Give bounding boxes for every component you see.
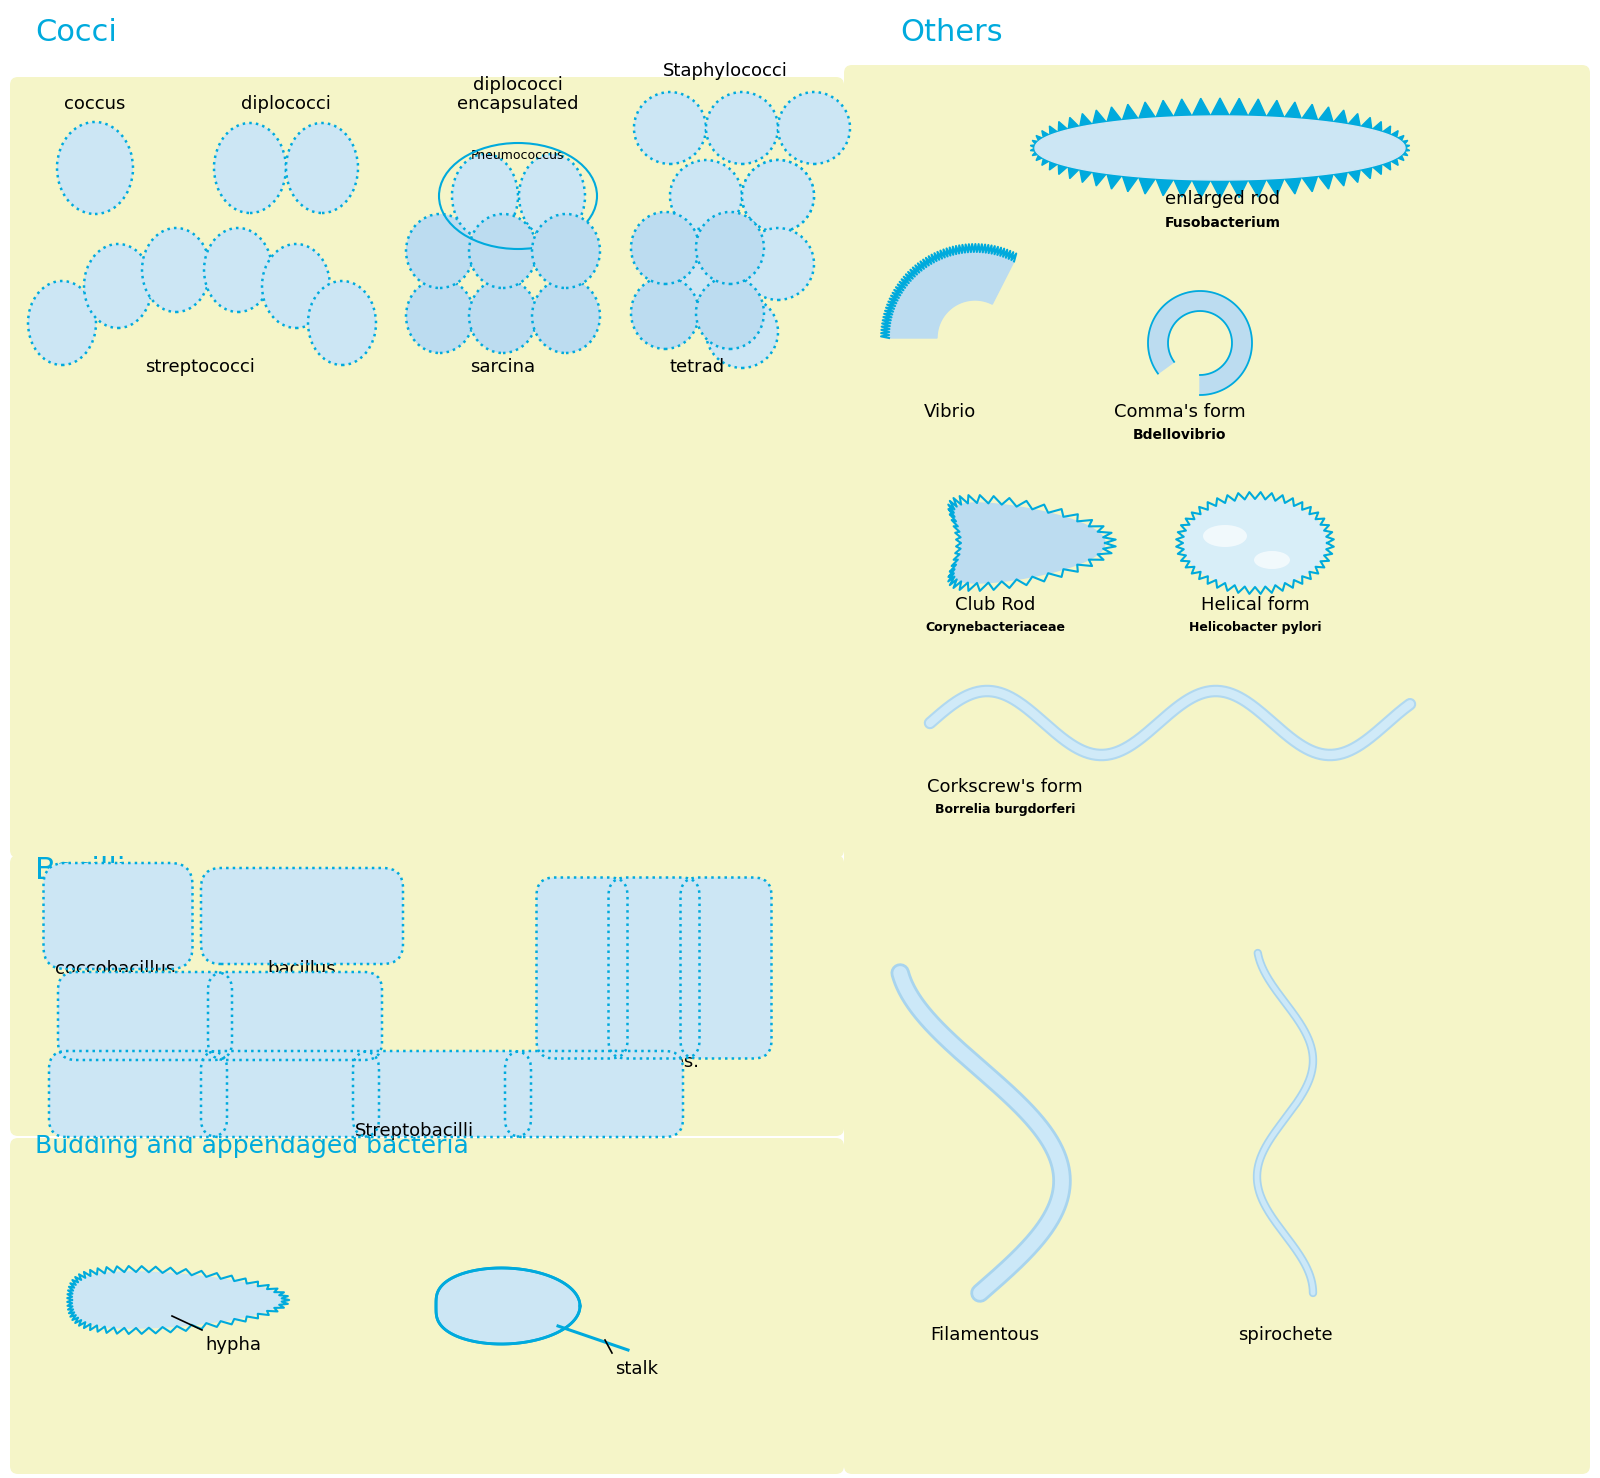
FancyBboxPatch shape [208, 973, 382, 1060]
Ellipse shape [696, 211, 765, 284]
Ellipse shape [142, 228, 210, 312]
Ellipse shape [518, 154, 586, 238]
Polygon shape [72, 1273, 282, 1329]
FancyBboxPatch shape [58, 973, 232, 1060]
Ellipse shape [406, 279, 474, 353]
FancyBboxPatch shape [506, 1051, 683, 1137]
FancyBboxPatch shape [10, 854, 845, 1137]
Ellipse shape [696, 276, 765, 349]
Ellipse shape [670, 160, 742, 232]
Text: Streptobacilli: Streptobacilli [355, 1122, 474, 1140]
Text: Vibrio: Vibrio [923, 403, 976, 421]
Text: Club Rod: Club Rod [955, 596, 1035, 613]
Text: Bacilli: Bacilli [35, 856, 125, 885]
Text: Corynebacteriaceae: Corynebacteriaceae [925, 621, 1066, 634]
Ellipse shape [742, 160, 814, 232]
Ellipse shape [742, 160, 814, 232]
Ellipse shape [630, 211, 699, 284]
Ellipse shape [262, 244, 330, 328]
Ellipse shape [29, 281, 96, 365]
Text: palisades.: palisades. [608, 1052, 699, 1072]
Polygon shape [1182, 500, 1326, 587]
Ellipse shape [83, 244, 152, 328]
Polygon shape [1035, 115, 1405, 180]
Ellipse shape [706, 92, 778, 164]
Ellipse shape [630, 276, 699, 349]
Ellipse shape [406, 214, 474, 288]
Ellipse shape [706, 296, 778, 368]
Ellipse shape [778, 92, 850, 164]
Ellipse shape [1254, 551, 1290, 569]
Ellipse shape [531, 279, 600, 353]
Text: diplobacilli: diplobacilli [171, 1055, 269, 1075]
Text: streptococci: streptococci [146, 358, 254, 375]
Text: coccus: coccus [64, 95, 126, 112]
Text: diplococci
encapsulated: diplococci encapsulated [458, 75, 579, 112]
Ellipse shape [205, 228, 272, 312]
Ellipse shape [58, 123, 133, 214]
Ellipse shape [634, 92, 706, 164]
Text: Budding and appendaged bacteria: Budding and appendaged bacteria [35, 1134, 469, 1157]
Text: Borrelia burgdorferi: Borrelia burgdorferi [934, 803, 1075, 816]
FancyBboxPatch shape [680, 878, 771, 1058]
Text: Comma's form: Comma's form [1114, 403, 1246, 421]
Polygon shape [1149, 291, 1251, 395]
Text: Cocci: Cocci [35, 18, 117, 47]
Ellipse shape [670, 228, 742, 300]
Text: Helical form: Helical form [1200, 596, 1309, 613]
Ellipse shape [1203, 525, 1246, 547]
Ellipse shape [469, 279, 538, 353]
Text: diplococci: diplococci [242, 95, 331, 112]
Text: Staphylococci: Staphylococci [662, 62, 787, 80]
Text: hypha: hypha [205, 1336, 261, 1354]
Text: stalk: stalk [614, 1360, 658, 1377]
Polygon shape [437, 1268, 579, 1344]
Ellipse shape [286, 123, 358, 213]
Text: Fusobacterium: Fusobacterium [1165, 216, 1282, 231]
Text: Filamentous: Filamentous [931, 1326, 1040, 1344]
FancyBboxPatch shape [608, 878, 699, 1058]
Polygon shape [1030, 98, 1410, 198]
FancyBboxPatch shape [845, 65, 1590, 1474]
Text: bacillus: bacillus [267, 961, 336, 978]
Text: spirochete: spirochete [1238, 1326, 1333, 1344]
Polygon shape [1035, 115, 1405, 180]
FancyBboxPatch shape [10, 1138, 845, 1474]
Ellipse shape [531, 214, 600, 288]
Text: Pneumococcus: Pneumococcus [472, 149, 565, 163]
Ellipse shape [742, 228, 814, 300]
Text: coccobacillus.: coccobacillus. [54, 961, 181, 978]
Text: sarcina: sarcina [470, 358, 536, 375]
Polygon shape [954, 503, 1106, 582]
Text: enlarged rod: enlarged rod [1165, 191, 1280, 208]
Polygon shape [890, 253, 1014, 338]
FancyBboxPatch shape [43, 863, 192, 970]
Text: tetrad: tetrad [669, 358, 725, 375]
Ellipse shape [451, 154, 518, 238]
Ellipse shape [469, 214, 538, 288]
FancyBboxPatch shape [202, 1051, 379, 1137]
Ellipse shape [307, 281, 376, 365]
FancyBboxPatch shape [536, 878, 627, 1058]
FancyBboxPatch shape [354, 1051, 531, 1137]
FancyBboxPatch shape [50, 1051, 227, 1137]
Text: Helicobacter pylori: Helicobacter pylori [1189, 621, 1322, 634]
Text: Corkscrew's form: Corkscrew's form [926, 777, 1083, 797]
Ellipse shape [214, 123, 286, 213]
FancyBboxPatch shape [10, 77, 845, 859]
Text: Others: Others [899, 18, 1003, 47]
FancyBboxPatch shape [202, 868, 403, 964]
Text: Bdellovibrio: Bdellovibrio [1133, 429, 1227, 442]
